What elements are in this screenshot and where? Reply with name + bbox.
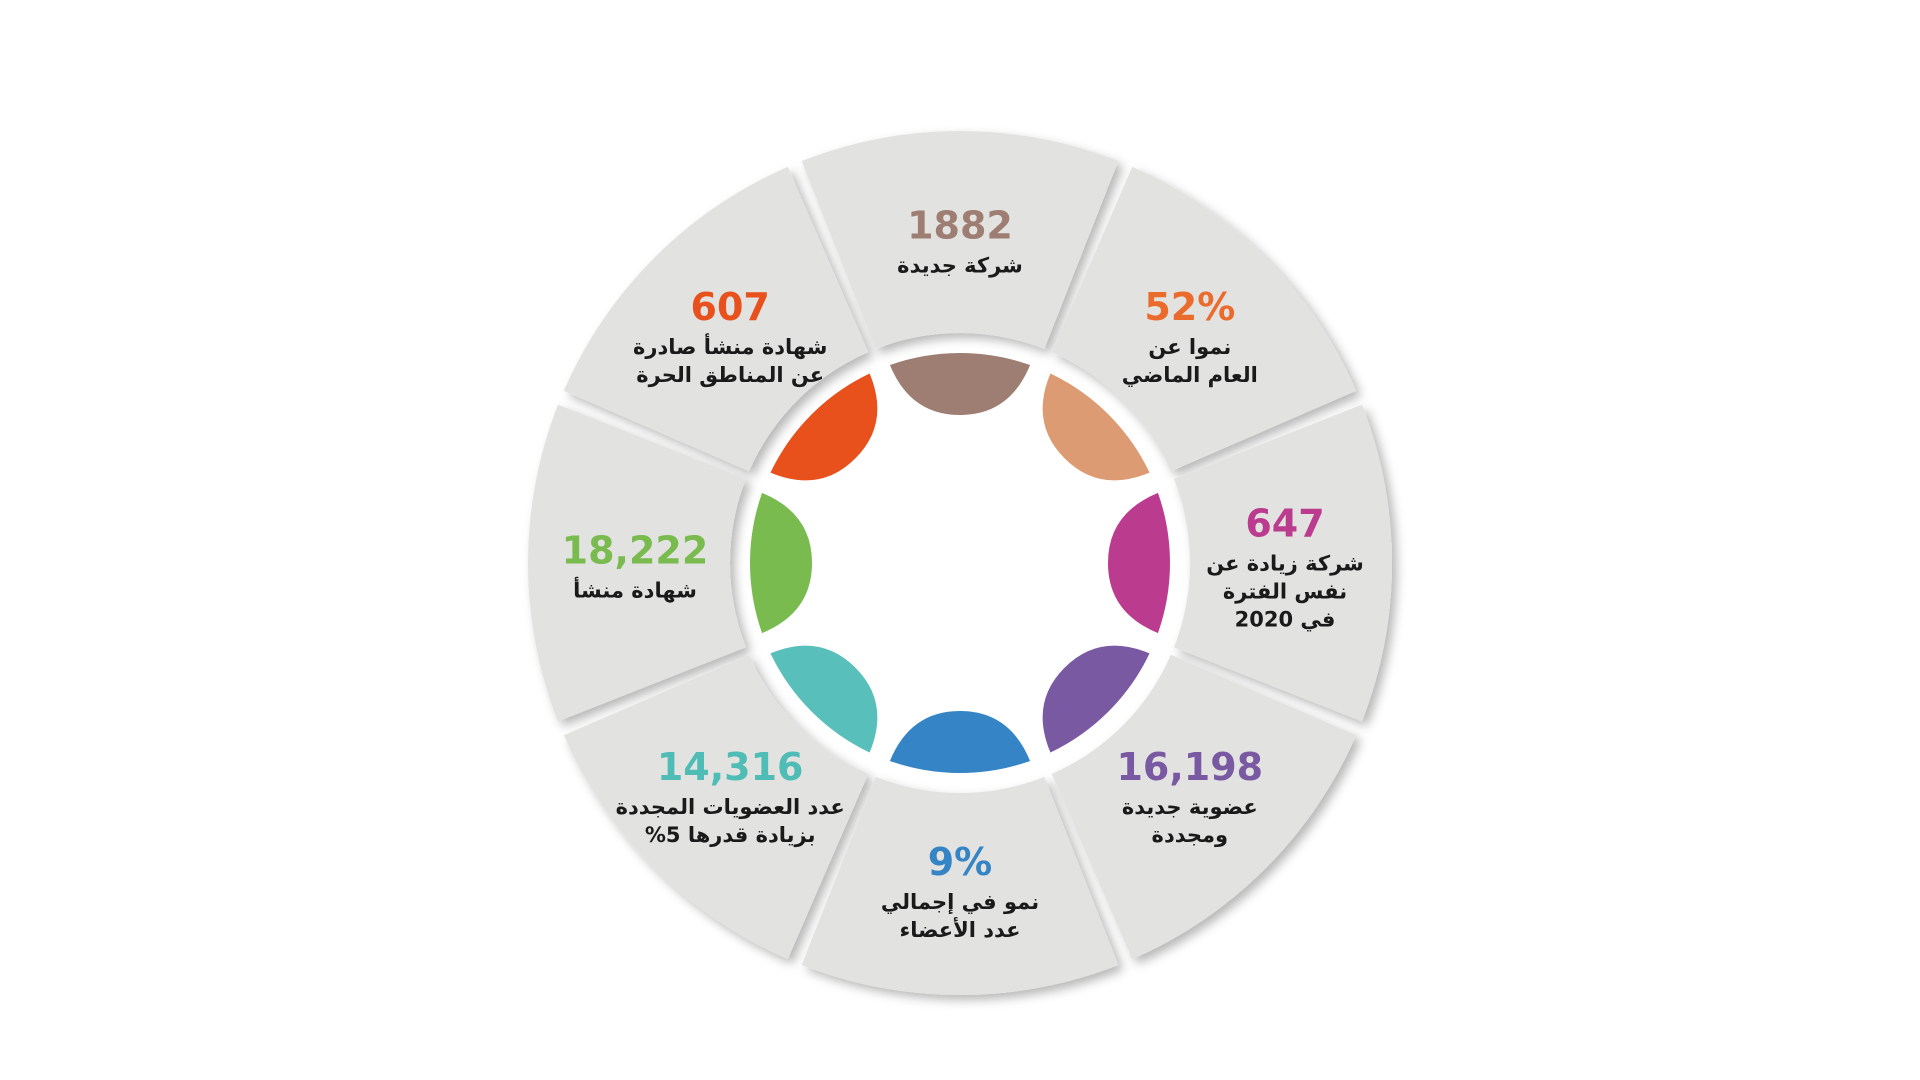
label-growth-last-year: 52% نموا عن العام الماضي	[1122, 285, 1258, 387]
sector-renewed-memberships	[563, 654, 869, 960]
label-free-zone-certificates: 607 شهادة منشأ صادرة عن المناطق الحرة	[633, 285, 827, 387]
petal-free-zone-certificates	[770, 373, 878, 481]
label-origin-certificates: 18,222 شهادة منشأ	[562, 529, 709, 603]
caption-companies-increase-2: نفس الفترة	[1223, 580, 1347, 604]
sector-origin-certificates	[527, 404, 746, 722]
petal-renewed-memberships	[770, 645, 878, 753]
petal-origin-certificates	[750, 492, 813, 634]
value-free-zone-certificates: 607	[691, 285, 770, 329]
label-new-companies: 1882 شركة جديدة	[897, 204, 1023, 278]
value-companies-increase: 647	[1245, 502, 1324, 546]
caption-new-renewed-memberships-2: ومجددة	[1152, 823, 1229, 847]
caption-free-zone-certificates-1: شهادة منشأ صادرة	[633, 332, 827, 359]
ring-sectors	[527, 130, 1393, 996]
caption-origin-certificates-1: شهادة منشأ	[573, 576, 697, 603]
sector-free-zone-certificates	[563, 166, 869, 472]
segment-labels: 1882 شركة جديدة 52% نموا عن العام الماضي 647 ش…	[562, 204, 1364, 943]
caption-growth-last-year-1: نموا عن	[1148, 335, 1231, 359]
value-new-companies: 1882	[907, 204, 1013, 248]
caption-companies-increase-3: في 2020	[1235, 608, 1336, 632]
caption-growth-last-year-2: العام الماضي	[1122, 363, 1258, 387]
caption-new-renewed-memberships-1: عضوية جديدة	[1122, 795, 1258, 819]
sector-total-members-growth	[801, 777, 1119, 996]
petal-new-companies	[889, 353, 1031, 416]
value-origin-certificates: 18,222	[562, 529, 709, 573]
caption-companies-increase-1: شركة زيادة عن	[1206, 552, 1364, 576]
petal-total-members-growth	[889, 710, 1031, 773]
sector-growth-last-year	[1051, 166, 1357, 472]
value-new-renewed-memberships: 16,198	[1116, 745, 1263, 789]
caption-renewed-memberships-1: عدد العضويات المجددة	[616, 795, 845, 819]
caption-free-zone-certificates-2: عن المناطق الحرة	[636, 363, 824, 387]
petal-growth-last-year	[1042, 373, 1150, 481]
label-new-renewed-memberships: 16,198 عضوية جديدة ومجددة	[1116, 745, 1263, 847]
sector-new-companies	[801, 130, 1119, 349]
petal-new-renewed-memberships	[1042, 645, 1150, 753]
value-total-members-growth: 9%	[928, 840, 993, 884]
value-renewed-memberships: 14,316	[657, 745, 804, 789]
petal-companies-increase	[1107, 492, 1170, 634]
label-companies-increase: 647 شركة زيادة عن نفس الفترة في 2020	[1206, 502, 1364, 632]
sector-companies-increase	[1174, 404, 1393, 722]
value-growth-last-year: 52%	[1144, 285, 1235, 329]
caption-new-companies-1: شركة جديدة	[897, 254, 1023, 278]
label-renewed-memberships: 14,316 عدد العضويات المجددة بزيادة قدرها 5…	[616, 745, 845, 847]
sector-new-renewed-memberships	[1051, 654, 1357, 960]
caption-total-members-growth-2: عدد الأعضاء	[899, 916, 1020, 942]
caption-total-members-growth-1: نمو في إجمالي	[881, 890, 1039, 914]
color-petals	[750, 353, 1170, 773]
caption-renewed-memberships-2: بزيادة قدرها 5%	[645, 823, 816, 847]
